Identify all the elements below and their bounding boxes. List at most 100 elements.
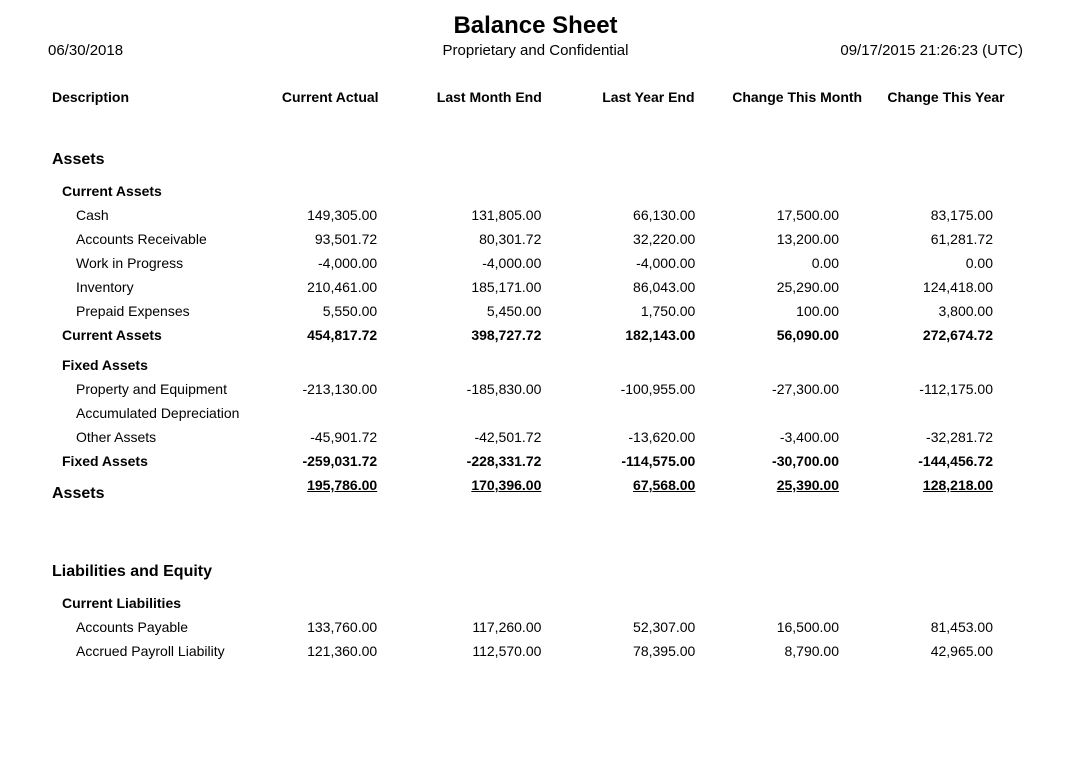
row-value: 93,501.72 [253, 227, 407, 251]
row-value: 5,450.00 [407, 299, 571, 323]
row-value: 61,281.72 [869, 227, 1023, 251]
col-last-month-end: Last Month End [407, 87, 571, 133]
col-change-this-year: Change This Year [869, 87, 1023, 133]
report-title: Balance Sheet [48, 12, 1023, 40]
row-value: 86,043.00 [571, 275, 725, 299]
row-value: 78,395.00 [571, 639, 725, 663]
total-value: 195,786.00 [253, 473, 407, 507]
subtotal-value: 272,674.72 [869, 323, 1023, 347]
row-value: 81,453.00 [869, 615, 1023, 639]
row-label: Inventory [48, 275, 253, 299]
row-value: 3,800.00 [869, 299, 1023, 323]
subsection-label: Current Liabilities [48, 585, 253, 615]
row-label: Accounts Payable [48, 615, 253, 639]
balance-sheet-table: Description Current Actual Last Month En… [48, 87, 1023, 663]
row-value: 52,307.00 [571, 615, 725, 639]
subsection-current-assets: Current Assets [48, 173, 1023, 203]
subtotal-label: Fixed Assets [48, 449, 253, 473]
row-value [407, 401, 571, 425]
report-subtitle: Proprietary and Confidential [373, 42, 698, 59]
total-value: 67,568.00 [571, 473, 725, 507]
row-value: -32,281.72 [869, 425, 1023, 449]
row-value [869, 401, 1023, 425]
subsection-label: Current Assets [48, 173, 253, 203]
subtotal-fixed-assets: Fixed Assets -259,031.72 -228,331.72 -11… [48, 449, 1023, 473]
row-value: 16,500.00 [725, 615, 869, 639]
total-label: Assets [48, 473, 253, 507]
subtotal-value: -228,331.72 [407, 449, 571, 473]
section-assets: Assets [48, 133, 1023, 173]
subtotal-value: -114,575.00 [571, 449, 725, 473]
row-value: -100,955.00 [571, 377, 725, 401]
table-row: Work in Progress -4,000.00 -4,000.00 -4,… [48, 251, 1023, 275]
row-value: -42,501.72 [407, 425, 571, 449]
row-label: Cash [48, 203, 253, 227]
row-value: -185,830.00 [407, 377, 571, 401]
row-value: 100.00 [725, 299, 869, 323]
row-value: -27,300.00 [725, 377, 869, 401]
col-current-actual: Current Actual [253, 87, 407, 133]
section-spacer [48, 507, 1023, 545]
row-value: 83,175.00 [869, 203, 1023, 227]
row-value: 42,965.00 [869, 639, 1023, 663]
row-label: Work in Progress [48, 251, 253, 275]
row-value: 32,220.00 [571, 227, 725, 251]
report-meta-row: 06/30/2018 Proprietary and Confidential … [48, 42, 1023, 59]
row-label: Prepaid Expenses [48, 299, 253, 323]
subtotal-label: Current Assets [48, 323, 253, 347]
table-row: Accounts Payable 133,760.00 117,260.00 5… [48, 615, 1023, 639]
table-row: Prepaid Expenses 5,550.00 5,450.00 1,750… [48, 299, 1023, 323]
subtotal-value: -259,031.72 [253, 449, 407, 473]
row-value: 124,418.00 [869, 275, 1023, 299]
row-label: Property and Equipment [48, 377, 253, 401]
section-label: Assets [48, 133, 253, 173]
row-value: 112,570.00 [407, 639, 571, 663]
total-assets: Assets 195,786.00 170,396.00 67,568.00 2… [48, 473, 1023, 507]
table-row: Accrued Payroll Liability 121,360.00 112… [48, 639, 1023, 663]
row-value: -4,000.00 [571, 251, 725, 275]
table-row: Property and Equipment -213,130.00 -185,… [48, 377, 1023, 401]
row-value: 131,805.00 [407, 203, 571, 227]
subtotal-value: 454,817.72 [253, 323, 407, 347]
row-value: 0.00 [869, 251, 1023, 275]
subsection-label: Fixed Assets [48, 347, 253, 377]
row-value [571, 401, 725, 425]
table-row: Accumulated Depreciation [48, 401, 1023, 425]
report-timestamp: 09/17/2015 21:26:23 (UTC) [698, 42, 1023, 59]
subtotal-current-assets: Current Assets 454,817.72 398,727.72 182… [48, 323, 1023, 347]
row-value: 5,550.00 [253, 299, 407, 323]
table-row: Accounts Receivable 93,501.72 80,301.72 … [48, 227, 1023, 251]
row-value: -13,620.00 [571, 425, 725, 449]
subtotal-value: -30,700.00 [725, 449, 869, 473]
row-value: 149,305.00 [253, 203, 407, 227]
subsection-fixed-assets: Fixed Assets [48, 347, 1023, 377]
row-value: -213,130.00 [253, 377, 407, 401]
row-value: 117,260.00 [407, 615, 571, 639]
row-value: 80,301.72 [407, 227, 571, 251]
subsection-current-liabilities: Current Liabilities [48, 585, 1023, 615]
report-date: 06/30/2018 [48, 42, 373, 59]
row-value [725, 401, 869, 425]
row-label: Other Assets [48, 425, 253, 449]
row-value: 133,760.00 [253, 615, 407, 639]
row-value: 0.00 [725, 251, 869, 275]
table-row: Other Assets -45,901.72 -42,501.72 -13,6… [48, 425, 1023, 449]
row-value: 185,171.00 [407, 275, 571, 299]
table-row: Cash 149,305.00 131,805.00 66,130.00 17,… [48, 203, 1023, 227]
row-value: 210,461.00 [253, 275, 407, 299]
row-value: 1,750.00 [571, 299, 725, 323]
row-value: 13,200.00 [725, 227, 869, 251]
row-value: 66,130.00 [571, 203, 725, 227]
section-label: Liabilities and Equity [48, 545, 253, 585]
row-value: 8,790.00 [725, 639, 869, 663]
subtotal-value: 182,143.00 [571, 323, 725, 347]
row-label: Accumulated Depreciation [48, 401, 253, 425]
column-header-row: Description Current Actual Last Month En… [48, 87, 1023, 133]
row-label: Accounts Receivable [48, 227, 253, 251]
row-value: -4,000.00 [253, 251, 407, 275]
total-value: 170,396.00 [407, 473, 571, 507]
row-value: -3,400.00 [725, 425, 869, 449]
row-value: 25,290.00 [725, 275, 869, 299]
col-description: Description [48, 87, 253, 133]
row-value: -4,000.00 [407, 251, 571, 275]
